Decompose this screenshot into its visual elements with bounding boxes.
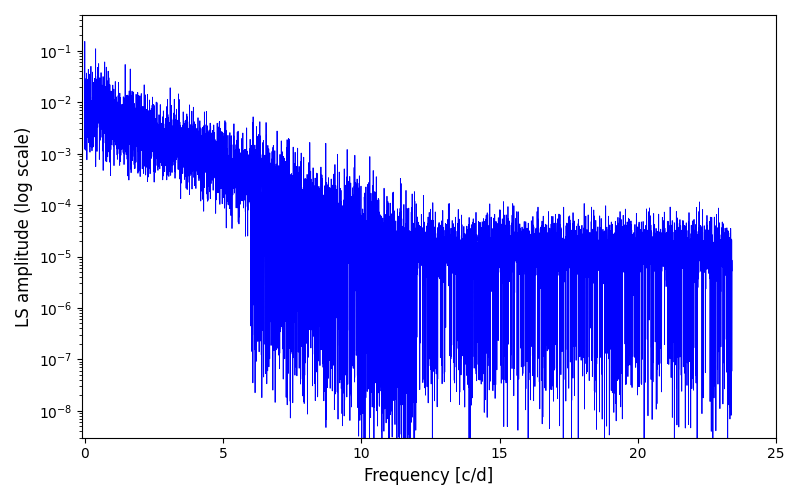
Y-axis label: LS amplitude (log scale): LS amplitude (log scale) (15, 126, 33, 326)
X-axis label: Frequency [c/d]: Frequency [c/d] (364, 467, 494, 485)
